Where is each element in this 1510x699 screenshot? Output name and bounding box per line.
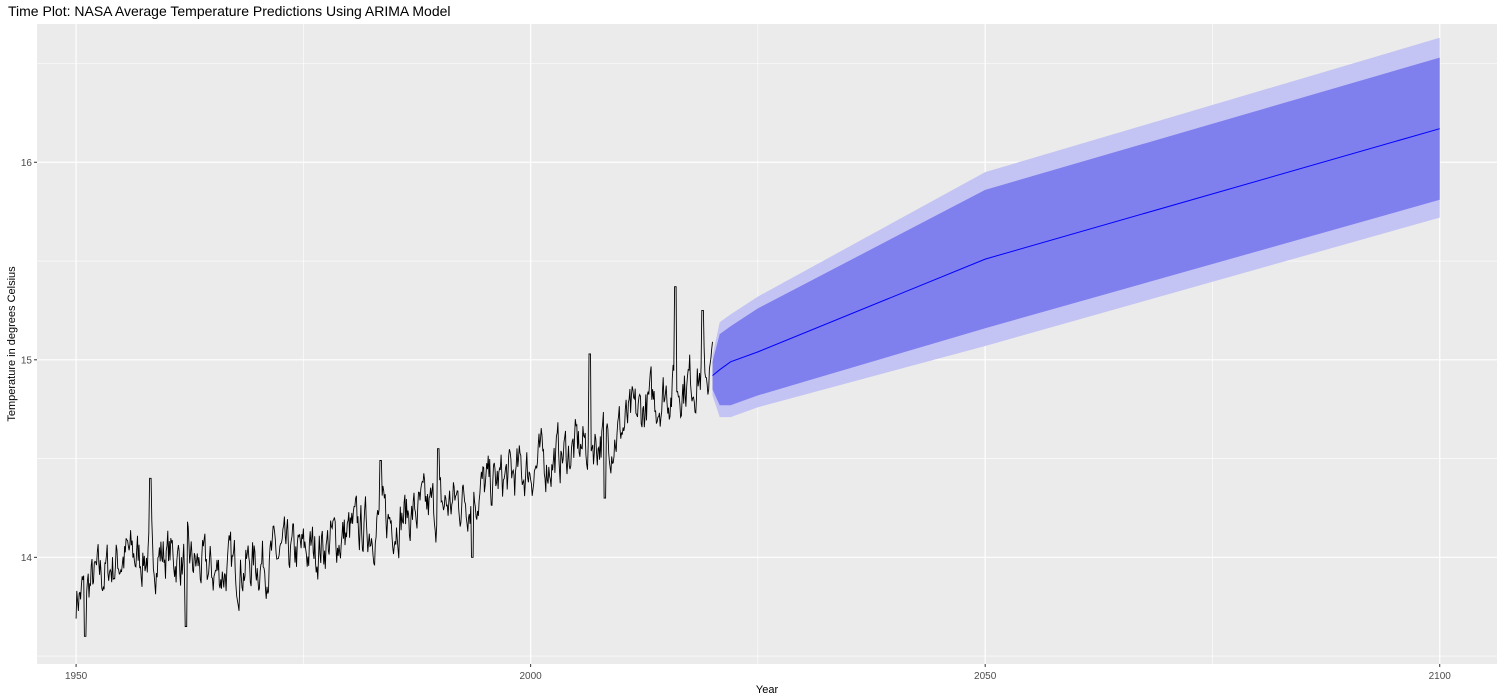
- x-tick-label: 2000: [520, 671, 543, 682]
- forecast-band-80: [712, 57, 1440, 406]
- x-tick-label: 2050: [974, 671, 997, 682]
- axis-ticks: 1950 2000 2050 2100 14 15 16: [21, 158, 1451, 682]
- y-tick-label: 15: [21, 355, 33, 366]
- forecast-bands: [712, 37, 1440, 418]
- series-lines: [75, 128, 1440, 637]
- history-series-line: [75, 286, 713, 637]
- y-axis-label: Temperature in degrees Celsius: [6, 266, 18, 422]
- x-tick-label: 2100: [1429, 671, 1452, 682]
- y-tick-label: 16: [21, 158, 33, 169]
- chart-title: Time Plot: NASA Average Temperature Pred…: [8, 3, 451, 19]
- y-tick-label: 14: [21, 553, 33, 564]
- forecast-mean-line: [712, 128, 1440, 376]
- x-axis-label: Year: [756, 684, 779, 696]
- grid-lines: [37, 24, 1497, 664]
- x-tick-label: 1950: [65, 671, 88, 682]
